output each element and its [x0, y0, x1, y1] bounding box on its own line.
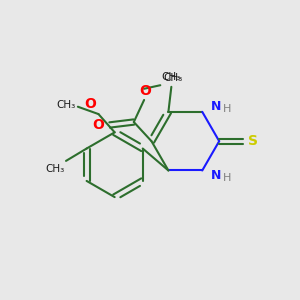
Text: O: O	[84, 97, 96, 111]
Text: H: H	[223, 104, 231, 114]
Text: O: O	[92, 118, 104, 132]
Text: O: O	[139, 85, 151, 98]
Text: CH₃: CH₃	[56, 100, 76, 110]
Text: N: N	[211, 100, 221, 113]
Text: H: H	[223, 173, 231, 183]
Text: CH₃: CH₃	[162, 72, 181, 82]
Text: S: S	[248, 134, 258, 148]
Text: N: N	[211, 169, 221, 182]
Text: CH₃: CH₃	[45, 164, 64, 174]
Text: CH₃: CH₃	[163, 73, 182, 83]
